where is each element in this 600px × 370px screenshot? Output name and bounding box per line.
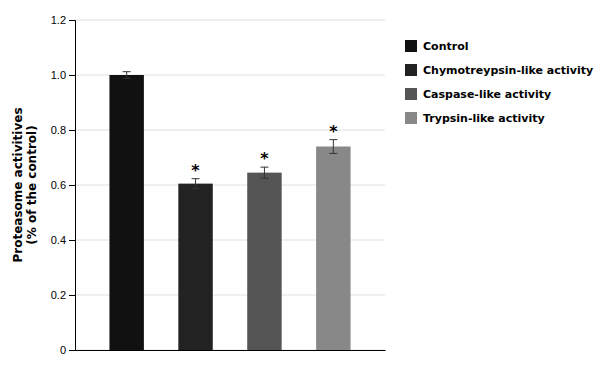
legend-swatch xyxy=(405,88,417,100)
y-tick-label: 1.2 xyxy=(51,14,66,26)
bar xyxy=(247,173,281,350)
y-tick-label: 0.2 xyxy=(51,289,66,301)
y-tick-mark xyxy=(69,295,75,296)
legend-label: Control xyxy=(423,40,468,53)
y-tick-mark xyxy=(69,350,75,351)
chart: 0 0.2 0.4 0.6 0.8 1.0 1.2 * * * Proteasome activit… xyxy=(0,0,600,370)
legend-item: Chymotreypsin-like activity xyxy=(405,64,593,77)
legend-item: Trypsin-like activity xyxy=(405,112,545,125)
legend-label: Chymotreypsin-like activity xyxy=(423,64,593,77)
annotations: * * * xyxy=(191,122,338,180)
y-axis-title: Proteasome activitives(% of the control) xyxy=(11,107,39,262)
y-tick-mark xyxy=(69,130,75,131)
annotation: * xyxy=(260,149,269,168)
grid xyxy=(75,20,385,350)
annotation: * xyxy=(329,122,338,141)
y-tick-label: 0 xyxy=(60,344,66,356)
y-axis-line xyxy=(69,21,76,351)
legend-label: Trypsin-like activity xyxy=(423,112,545,125)
grid-line xyxy=(75,20,385,21)
x-axis-line xyxy=(76,350,386,351)
bar xyxy=(178,184,212,350)
y-tick: 0.4 xyxy=(51,234,75,246)
plot: 0 0.2 0.4 0.6 0.8 1.0 1.2 * * * xyxy=(51,14,386,356)
legend-item: Control xyxy=(405,40,468,53)
error-bar xyxy=(192,179,200,189)
y-tick: 0 xyxy=(60,344,75,356)
error-bar-line xyxy=(123,72,131,79)
y-axis: 0 0.2 0.4 0.6 0.8 1.0 1.2 xyxy=(51,14,76,356)
error-bar xyxy=(123,72,131,79)
y-tick: 1.2 xyxy=(51,14,75,26)
legend-swatch xyxy=(405,64,417,76)
y-tick: 0.8 xyxy=(51,124,75,136)
legend-swatch xyxy=(405,40,417,52)
y-tick-mark xyxy=(69,240,75,241)
y-tick-label: 0.6 xyxy=(51,179,66,191)
y-tick-mark xyxy=(69,75,75,76)
legend: Control Chymotreypsin-like activity Caspas… xyxy=(405,40,593,125)
bar xyxy=(109,75,143,350)
y-tick-mark xyxy=(69,185,75,186)
bar xyxy=(316,147,350,351)
error-bar xyxy=(260,167,268,178)
x-axis xyxy=(76,350,386,351)
y-tick-label: 1.0 xyxy=(51,69,66,81)
legend-label: Caspase-like activity xyxy=(423,88,551,101)
marks xyxy=(109,72,350,350)
y-tick-mark xyxy=(69,20,75,21)
y-tick: 0.2 xyxy=(51,289,75,301)
error-bar-line xyxy=(329,140,337,154)
y-tick-label: 0.4 xyxy=(51,234,66,246)
error-bar-line xyxy=(260,167,268,178)
y-tick: 0.6 xyxy=(51,179,75,191)
annotation: * xyxy=(191,161,200,180)
legend-item: Caspase-like activity xyxy=(405,88,551,101)
y-tick-label: 0.8 xyxy=(51,124,66,136)
error-bar xyxy=(329,140,337,154)
legend-swatch xyxy=(405,112,417,124)
error-bar-line xyxy=(192,179,200,189)
y-tick: 1.0 xyxy=(51,69,75,81)
